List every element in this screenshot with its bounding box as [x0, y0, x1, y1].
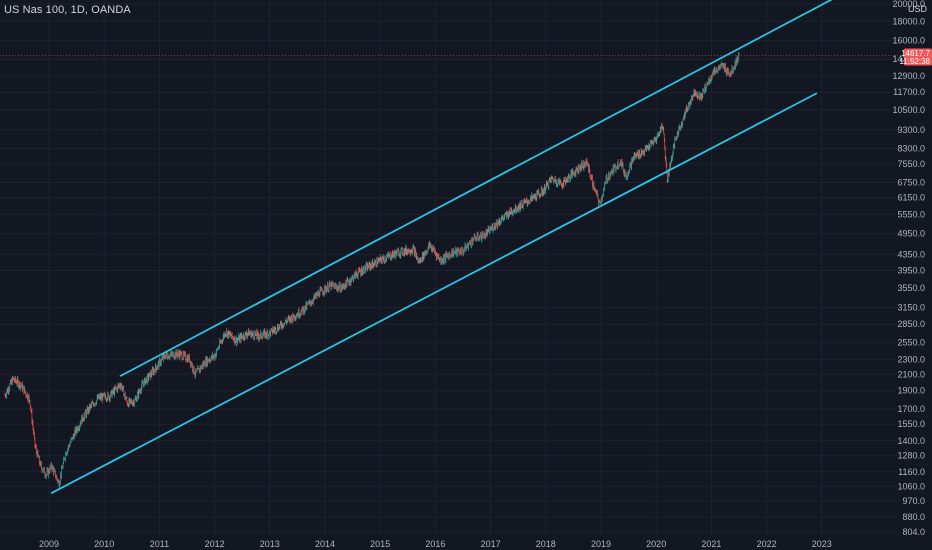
time-tick-label: 2014	[315, 539, 335, 549]
price-tick-label: 9300.0	[897, 125, 925, 135]
time-tick-label: 2017	[481, 539, 501, 549]
price-tick-label: 3550.0	[897, 283, 925, 293]
price-tick-label: 6750.0	[897, 177, 925, 187]
price-tick-label: 4350.0	[897, 250, 925, 260]
price-tick-label: 3150.0	[897, 303, 925, 313]
price-tick-label: 1060.0	[897, 482, 925, 492]
current-price-tag: 14617.7 11:52:38	[899, 48, 932, 66]
price-tick-label: 1700.0	[897, 404, 925, 414]
price-tick-label: 11700.0	[893, 87, 925, 97]
price-tick-label: 1900.0	[897, 386, 925, 396]
price-axis[interactable]: 20000.018000.016000.014300.012900.011700…	[892, 0, 925, 537]
grid-lines	[0, 0, 897, 536]
time-tick-label: 2018	[536, 539, 556, 549]
symbol-legend[interactable]: US Nas 100, 1D, OANDA	[4, 4, 131, 16]
time-tick-label: 2015	[370, 539, 390, 549]
price-tick-label: 7550.0	[897, 159, 925, 169]
time-tick-label: 2023	[812, 539, 832, 549]
price-tick-label: 1400.0	[897, 436, 925, 446]
lower-channel[interactable]	[50, 92, 818, 494]
price-tick-label: 1550.0	[897, 419, 925, 429]
price-tick-label: 4950.0	[897, 228, 925, 238]
price-tick-label: 880.0	[902, 512, 925, 522]
time-tick-label: 2013	[260, 539, 280, 549]
time-tick-label: 2020	[646, 539, 666, 549]
price-tick-label: 18000.0	[892, 16, 925, 26]
price-tick-label: 3950.0	[897, 265, 925, 275]
price-tick-label: 1160.0	[898, 467, 925, 477]
price-tick-label: 1280.0	[897, 451, 925, 461]
price-tick-label: 970.0	[902, 496, 925, 506]
candlestick-series	[4, 52, 740, 489]
price-tick-label: 2100.0	[897, 369, 925, 379]
price-tick-label: 2300.0	[897, 354, 925, 364]
channel-lines[interactable]	[50, 0, 839, 494]
time-tick-label: 2010	[94, 539, 114, 549]
time-tick-label: 2009	[39, 539, 59, 549]
time-axis[interactable]: 2009 2010 2011 2012 2013 2014 2015 2016 2017 2018…	[39, 539, 832, 549]
current-price-value: 14617.7	[901, 49, 930, 58]
time-tick-label: 2011	[150, 539, 169, 549]
bar-countdown: 11:52:38	[899, 57, 930, 66]
price-tick-label: 2550.0	[897, 337, 925, 347]
price-tick-label: 10500.0	[892, 105, 925, 115]
time-tick-label: 2016	[425, 539, 445, 549]
price-tick-label: 5550.0	[897, 210, 925, 220]
current-price-tag-bg	[904, 48, 932, 66]
price-tick-label: 8300.0	[897, 143, 925, 153]
price-tick-label: 6150.0	[897, 193, 925, 203]
currency-label[interactable]: USD	[908, 4, 928, 14]
upper-channel[interactable]	[119, 0, 839, 377]
time-tick-label: 2019	[591, 539, 611, 549]
price-tick-label: 16000.0	[892, 36, 925, 46]
price-tick-label: 20000.0	[892, 0, 925, 9]
time-tick-label: 2012	[205, 539, 225, 549]
price-tick-label: 12900.0	[892, 71, 925, 81]
time-tick-label: 2021	[701, 539, 721, 549]
price-tick-label: 804.0	[902, 527, 925, 537]
price-tick-label: 2850.0	[897, 319, 925, 329]
time-tick-label: 2022	[757, 539, 777, 549]
